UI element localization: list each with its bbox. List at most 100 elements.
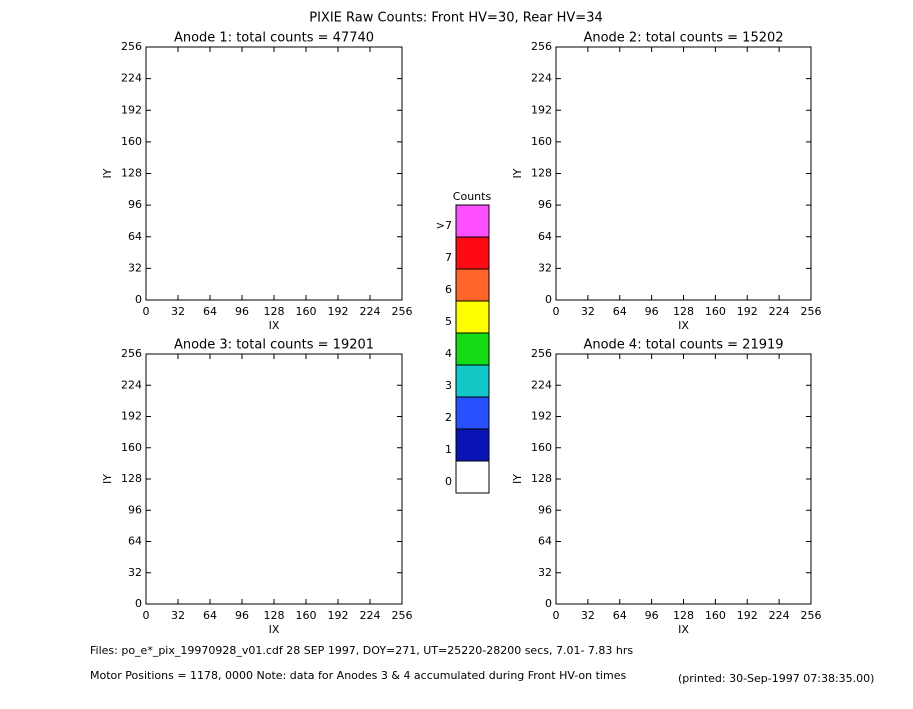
x-tick-label: 128 xyxy=(673,609,694,622)
panel-title: Anode 3: total counts = 19201 xyxy=(174,338,374,353)
y-tick-label: 96 xyxy=(538,503,552,516)
colorbar-swatch xyxy=(455,300,490,334)
footer-motor: Motor Positions = 1178, 0000 Note: data … xyxy=(90,669,626,682)
y-tick-label: 192 xyxy=(121,410,142,423)
colorbar-label: 5 xyxy=(445,315,452,328)
colorbar-label: 7 xyxy=(445,251,452,264)
y-tick-label: 64 xyxy=(538,230,552,243)
x-tick-label: 160 xyxy=(296,609,317,622)
y-tick-label: 0 xyxy=(135,597,142,610)
colorbar-label: >7 xyxy=(436,219,452,232)
y-tick-label: 256 xyxy=(531,40,552,53)
x-tick-label: 128 xyxy=(264,305,285,318)
colorbar-label: 2 xyxy=(445,411,452,424)
y-tick-label: 224 xyxy=(121,378,142,391)
colorbar-swatch xyxy=(455,396,490,430)
y-axis-label: IY xyxy=(511,168,524,178)
x-tick-label: 128 xyxy=(673,305,694,318)
panel-title: Anode 2: total counts = 15202 xyxy=(583,31,783,46)
y-axis-label: IY xyxy=(101,168,114,178)
x-tick-label: 256 xyxy=(392,609,413,622)
y-axis-label: IY xyxy=(101,474,114,484)
y-tick-label: 128 xyxy=(531,167,552,180)
x-tick-label: 192 xyxy=(328,609,349,622)
x-axis-label: IX xyxy=(269,319,280,332)
x-tick-label: 96 xyxy=(645,609,659,622)
x-tick-label: 32 xyxy=(171,609,185,622)
x-tick-label: 64 xyxy=(203,609,217,622)
x-axis-label: IX xyxy=(678,319,689,332)
y-tick-label: 64 xyxy=(128,230,142,243)
y-tick-label: 192 xyxy=(531,410,552,423)
x-tick-label: 256 xyxy=(392,305,413,318)
y-tick-label: 256 xyxy=(121,347,142,360)
x-tick-label: 0 xyxy=(143,305,150,318)
x-tick-label: 0 xyxy=(143,609,150,622)
colorbar-label: 6 xyxy=(445,283,452,296)
y-tick-label: 160 xyxy=(531,135,552,148)
y-tick-label: 96 xyxy=(538,198,552,211)
y-tick-label: 160 xyxy=(121,135,142,148)
x-tick-label: 160 xyxy=(296,305,317,318)
x-tick-label: 0 xyxy=(553,305,560,318)
y-tick-label: 32 xyxy=(128,261,142,274)
footer-printed: (printed: 30-Sep-1997 07:38:35.00) xyxy=(678,672,874,685)
x-tick-label: 256 xyxy=(801,609,822,622)
x-tick-label: 64 xyxy=(203,305,217,318)
colorbar-label: 1 xyxy=(445,443,452,456)
x-tick-label: 32 xyxy=(581,609,595,622)
colorbar-label: 3 xyxy=(445,379,452,392)
colorbar-swatch xyxy=(455,236,490,270)
x-tick-label: 64 xyxy=(613,305,627,318)
x-tick-label: 96 xyxy=(235,609,249,622)
y-tick-label: 32 xyxy=(538,261,552,274)
x-tick-label: 64 xyxy=(613,609,627,622)
x-tick-label: 224 xyxy=(360,609,381,622)
colorbar-label: 4 xyxy=(445,347,452,360)
y-tick-label: 160 xyxy=(121,441,142,454)
y-tick-label: 192 xyxy=(121,103,142,116)
x-tick-label: 32 xyxy=(581,305,595,318)
y-tick-label: 96 xyxy=(128,198,142,211)
x-tick-label: 256 xyxy=(801,305,822,318)
x-tick-label: 96 xyxy=(645,305,659,318)
y-tick-label: 256 xyxy=(121,40,142,53)
y-tick-label: 128 xyxy=(121,472,142,485)
colorbar-swatch xyxy=(455,268,490,302)
y-tick-label: 224 xyxy=(121,72,142,85)
y-tick-label: 0 xyxy=(545,293,552,306)
colorbar-title: Counts xyxy=(453,190,492,203)
x-tick-label: 192 xyxy=(737,305,758,318)
y-tick-label: 128 xyxy=(121,167,142,180)
footer-files: Files: po_e*_pix_19970928_v01.cdf 28 SEP… xyxy=(90,644,633,657)
y-tick-label: 32 xyxy=(538,566,552,579)
colorbar-swatch xyxy=(455,364,490,398)
x-tick-label: 224 xyxy=(360,305,381,318)
x-tick-label: 192 xyxy=(328,305,349,318)
x-axis-label: IX xyxy=(269,623,280,636)
panel-title: Anode 1: total counts = 47740 xyxy=(174,31,374,46)
y-tick-label: 128 xyxy=(531,472,552,485)
x-tick-label: 160 xyxy=(705,305,726,318)
y-tick-label: 0 xyxy=(135,293,142,306)
x-axis-label: IX xyxy=(678,623,689,636)
colorbar-swatch xyxy=(455,460,490,494)
page-title: PIXIE Raw Counts: Front HV=30, Rear HV=3… xyxy=(309,11,603,26)
x-tick-label: 128 xyxy=(264,609,285,622)
colorbar-swatch xyxy=(455,332,490,366)
colorbar-swatch xyxy=(455,204,490,238)
y-tick-label: 0 xyxy=(545,597,552,610)
y-tick-label: 256 xyxy=(531,347,552,360)
colorbar-swatch xyxy=(455,428,490,462)
x-tick-label: 192 xyxy=(737,609,758,622)
y-tick-label: 192 xyxy=(531,103,552,116)
x-tick-label: 0 xyxy=(553,609,560,622)
x-tick-label: 32 xyxy=(171,305,185,318)
panel-title: Anode 4: total counts = 21919 xyxy=(583,338,783,353)
x-tick-label: 160 xyxy=(705,609,726,622)
y-tick-label: 160 xyxy=(531,441,552,454)
x-tick-label: 224 xyxy=(769,305,790,318)
y-tick-label: 224 xyxy=(531,378,552,391)
y-tick-label: 224 xyxy=(531,72,552,85)
